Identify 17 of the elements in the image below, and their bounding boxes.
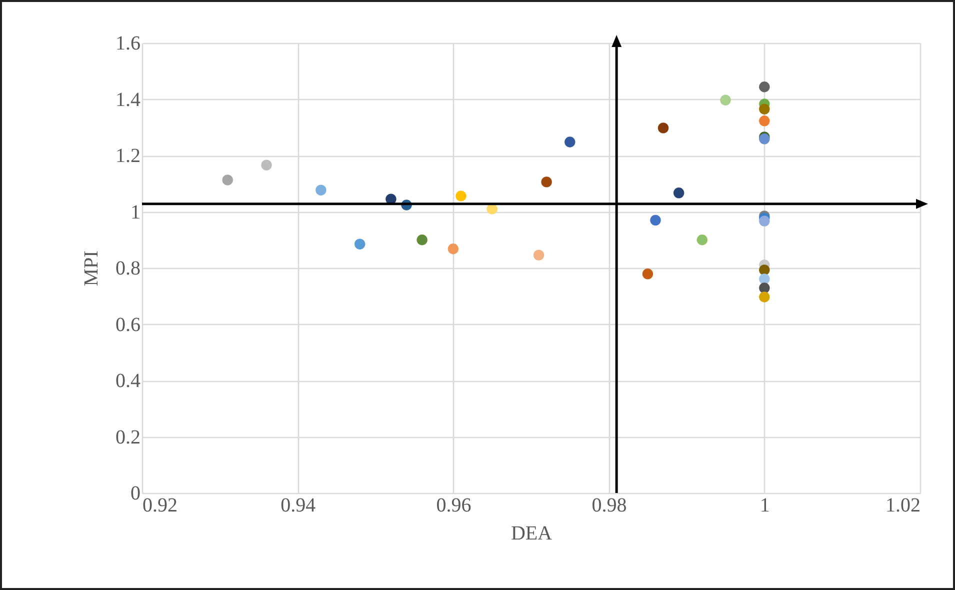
x-tick-label: 0.92 <box>142 494 178 516</box>
y-tick-label: 0.8 <box>116 258 140 280</box>
y-tick-label: 1.4 <box>116 88 140 111</box>
x-tick-label: 0.94 <box>280 494 316 516</box>
x-tick-label: 0.98 <box>592 494 627 516</box>
y-tick-label: 0.4 <box>116 370 140 392</box>
y-axis-title: MPI <box>80 250 102 286</box>
y-tick-label: 0 <box>130 482 140 504</box>
y-tick-label: 1 <box>130 201 140 224</box>
y-tick-label: 1.2 <box>116 145 140 167</box>
y-tick-label: 1.6 <box>116 32 140 54</box>
y-tick-label: 0.2 <box>116 426 140 448</box>
y-tick-label: 0.6 <box>116 314 140 336</box>
x-tick-label: 1 <box>760 494 770 516</box>
x-axis-title: DEA <box>510 522 553 544</box>
x-tick-label: 0.96 <box>436 494 472 516</box>
x-tick-label: 1.02 <box>886 494 920 516</box>
